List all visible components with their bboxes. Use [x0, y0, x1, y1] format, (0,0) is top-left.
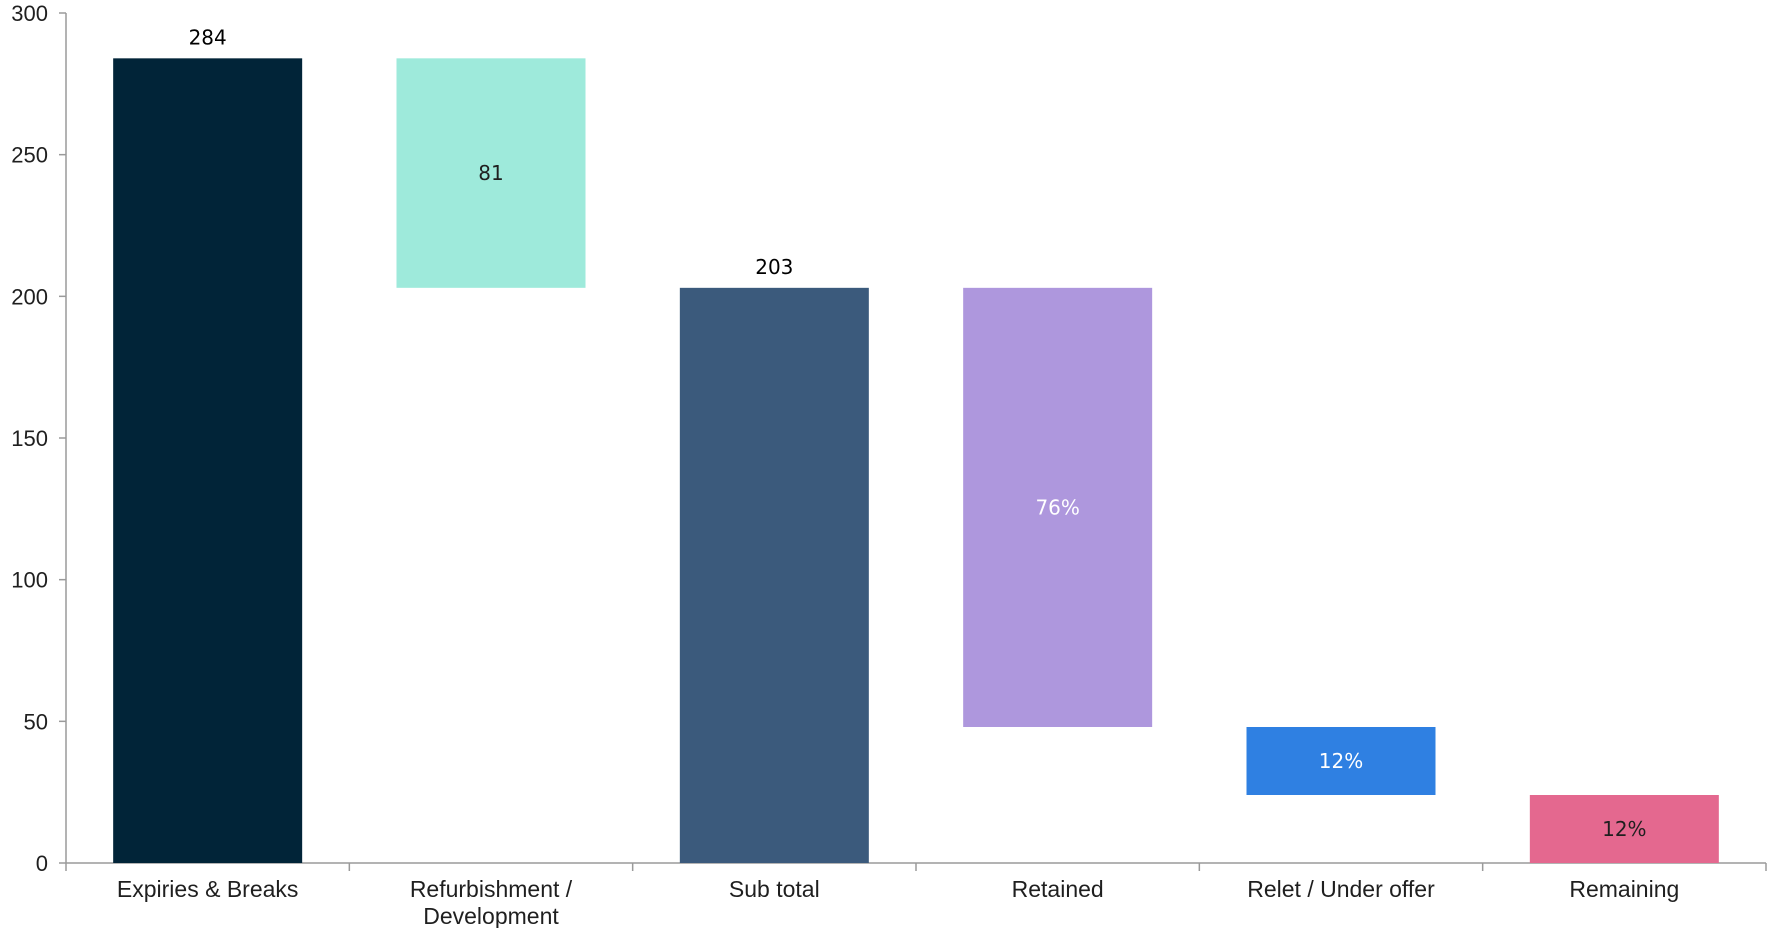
- x-category-label: Refurbishment / Development: [410, 876, 573, 928]
- bar-data-label: 12%: [1319, 749, 1363, 773]
- x-category-label-line: Remaining: [1569, 876, 1679, 902]
- bars: [113, 58, 1719, 864]
- x-category-label: Retained: [1012, 876, 1104, 902]
- y-tick-label: 0: [36, 851, 48, 876]
- bar: [396, 58, 586, 288]
- bar-data-label: 12%: [1602, 817, 1646, 841]
- bar: [679, 287, 869, 863]
- y-tick-label: 300: [11, 1, 48, 26]
- x-category-label: Sub total: [729, 876, 820, 902]
- x-category-label: Relet / Under offer: [1247, 876, 1435, 902]
- y-tick-label: 100: [11, 568, 48, 593]
- x-category-label: Remaining: [1569, 876, 1679, 902]
- x-category-label-line: Expiries & Breaks: [117, 876, 299, 902]
- bar-data-label: 203: [755, 255, 793, 279]
- y-tick-label: 200: [11, 284, 48, 309]
- x-category-label-line: Refurbishment /: [410, 876, 573, 902]
- bar: [113, 58, 303, 864]
- data-labels: 284 81 203 76% 12% 12%: [189, 25, 1647, 841]
- x-axis: Expiries & Breaks Refurbishment / Developm…: [65, 862, 1767, 928]
- x-category-label-line: Sub total: [729, 876, 820, 902]
- bar: [963, 287, 1153, 727]
- y-tick-label: 50: [24, 709, 48, 734]
- x-category-label-line: Relet / Under offer: [1247, 876, 1435, 902]
- bar-data-label: 81: [478, 161, 503, 185]
- bar: [1246, 727, 1436, 795]
- x-category-label-line: Retained: [1012, 876, 1104, 902]
- x-category-label: Expiries & Breaks: [117, 876, 299, 902]
- x-category-label-line: Development: [423, 903, 559, 928]
- bar-data-label: 76%: [1035, 495, 1079, 519]
- y-axis: 0 50 100 150 200 250 300: [11, 1, 67, 876]
- y-tick-label: 150: [11, 426, 48, 451]
- bar: [1529, 795, 1719, 863]
- bar-data-label: 284: [189, 25, 227, 49]
- y-tick-label: 250: [11, 143, 48, 168]
